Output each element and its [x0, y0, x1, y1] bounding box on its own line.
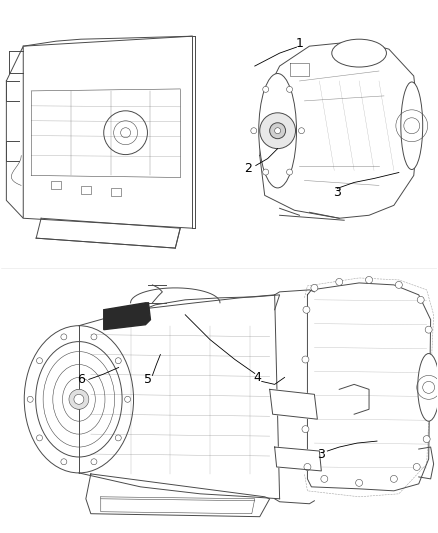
- Bar: [111, 188, 120, 196]
- Circle shape: [36, 435, 42, 441]
- Ellipse shape: [401, 82, 423, 169]
- Circle shape: [304, 464, 311, 471]
- Circle shape: [336, 278, 343, 285]
- Circle shape: [91, 334, 97, 340]
- Ellipse shape: [259, 74, 297, 188]
- Text: 4: 4: [254, 371, 261, 384]
- Circle shape: [321, 475, 328, 482]
- Circle shape: [413, 464, 420, 471]
- Text: 3: 3: [333, 186, 341, 199]
- Circle shape: [302, 356, 309, 363]
- Circle shape: [302, 426, 309, 433]
- Circle shape: [124, 397, 131, 402]
- Circle shape: [27, 397, 33, 402]
- Text: 3: 3: [318, 448, 325, 461]
- Text: 5: 5: [145, 373, 152, 386]
- Circle shape: [74, 394, 84, 404]
- Circle shape: [263, 169, 268, 175]
- Circle shape: [270, 123, 286, 139]
- Circle shape: [425, 326, 432, 333]
- Circle shape: [311, 285, 318, 292]
- Circle shape: [115, 435, 121, 441]
- Polygon shape: [307, 283, 431, 491]
- Bar: [81, 187, 91, 195]
- Circle shape: [286, 86, 293, 92]
- Circle shape: [396, 281, 403, 288]
- Text: 2: 2: [244, 162, 252, 175]
- Circle shape: [390, 475, 397, 482]
- Bar: [51, 181, 61, 189]
- Circle shape: [298, 128, 304, 134]
- Ellipse shape: [418, 353, 438, 421]
- Polygon shape: [270, 389, 318, 419]
- Polygon shape: [104, 303, 150, 330]
- Circle shape: [427, 386, 434, 393]
- Circle shape: [286, 169, 293, 175]
- Ellipse shape: [24, 326, 134, 473]
- Circle shape: [417, 296, 424, 303]
- Circle shape: [260, 113, 296, 149]
- Polygon shape: [260, 41, 419, 218]
- Circle shape: [303, 306, 310, 313]
- Circle shape: [423, 435, 430, 442]
- Circle shape: [356, 479, 363, 486]
- Circle shape: [91, 459, 97, 465]
- Circle shape: [115, 358, 121, 364]
- Circle shape: [263, 86, 268, 92]
- Polygon shape: [7, 46, 23, 218]
- Polygon shape: [79, 295, 279, 499]
- Polygon shape: [275, 447, 321, 471]
- Text: 6: 6: [77, 373, 85, 386]
- Circle shape: [61, 459, 67, 465]
- Ellipse shape: [332, 39, 386, 67]
- Text: 1: 1: [296, 37, 304, 50]
- Circle shape: [36, 358, 42, 364]
- Circle shape: [366, 277, 373, 284]
- Circle shape: [275, 128, 281, 134]
- Circle shape: [251, 128, 257, 134]
- Polygon shape: [86, 474, 270, 516]
- Circle shape: [61, 334, 67, 340]
- Circle shape: [69, 389, 89, 409]
